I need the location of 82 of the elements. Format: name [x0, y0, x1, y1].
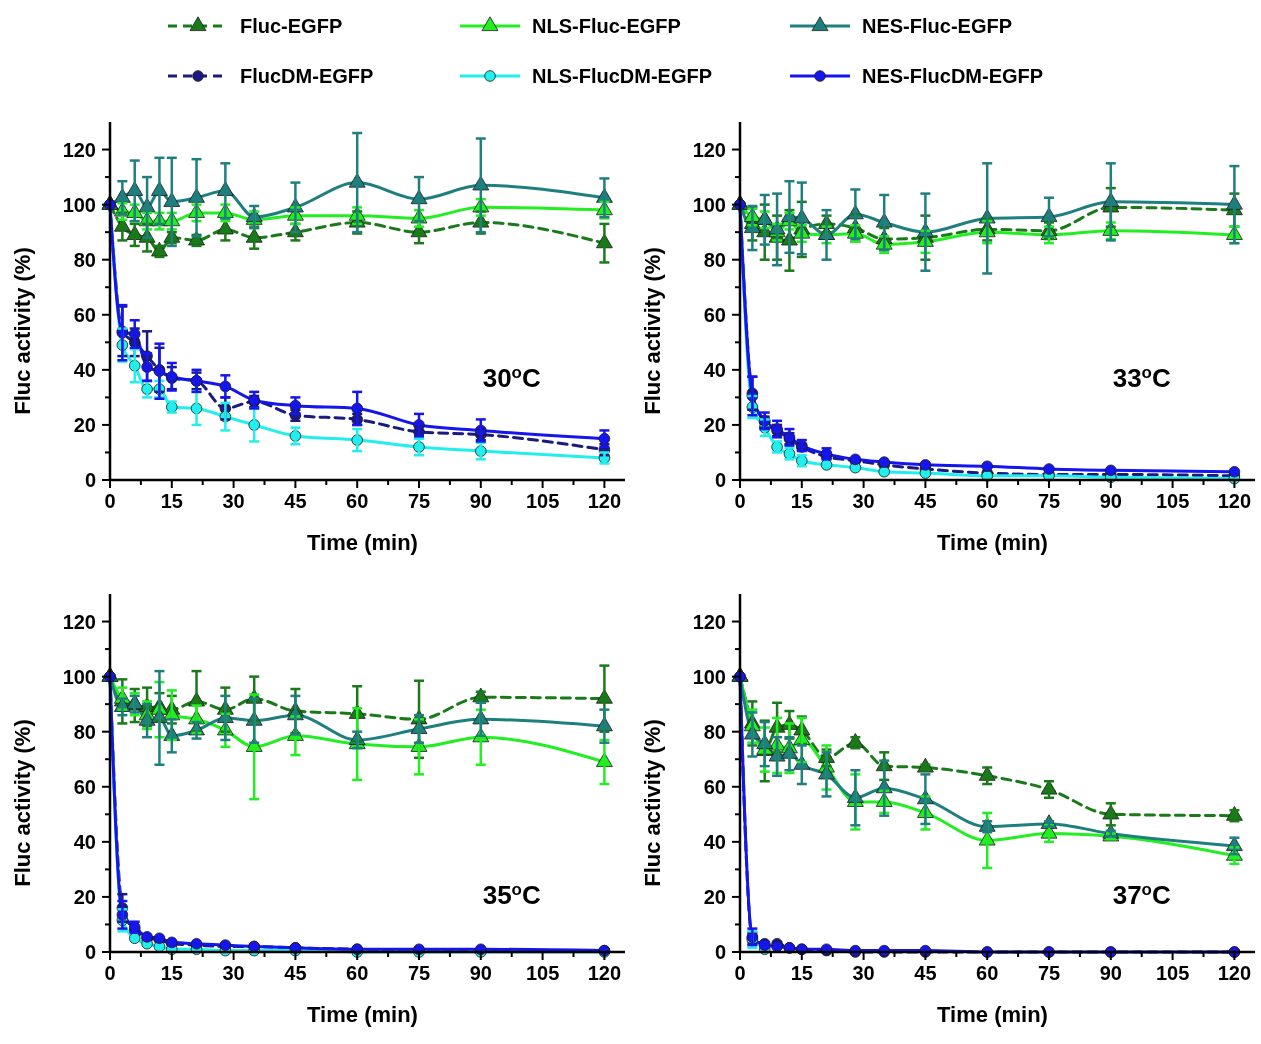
annotation: 33$^{o}$C: [1112, 362, 1171, 393]
legend-label: Fluc-EGFP: [240, 15, 343, 37]
y-tick-label: 0: [84, 469, 96, 491]
x-tick-label: 75: [407, 490, 431, 512]
x-axis-title: Time (min): [937, 530, 1048, 555]
y-tick-label: 60: [73, 775, 96, 798]
y-tick-label: 120: [692, 138, 726, 161]
y-tick-label: 80: [703, 720, 726, 743]
y-tick-label: 40: [73, 830, 96, 853]
y-tick-label: 120: [692, 610, 726, 633]
x-tick-label: 15: [160, 490, 183, 512]
x-tick-label: 105: [1155, 490, 1190, 512]
x-tick-label: 60: [976, 490, 999, 512]
x-tick-label: 45: [914, 490, 937, 512]
x-tick-label: 15: [790, 962, 813, 984]
y-tick-label: 40: [73, 358, 96, 381]
y-tick-label: 60: [73, 303, 96, 326]
y-axis-title: Fluc activity (%): [640, 247, 665, 415]
x-tick-label: 30: [222, 490, 245, 512]
y-tick-label: 80: [73, 720, 96, 743]
x-axis-title: Time (min): [307, 1002, 418, 1027]
x-tick-label: 30: [852, 490, 875, 512]
x-tick-label: 15: [790, 490, 813, 512]
y-tick-label: 80: [703, 248, 726, 271]
y-tick-label: 100: [692, 193, 726, 216]
x-tick-label: 60: [346, 490, 369, 512]
x-tick-label: 90: [1099, 962, 1122, 984]
annotation: 30$^{o}$C: [482, 362, 541, 393]
x-tick-label: 105: [525, 490, 560, 512]
y-tick-label: 20: [73, 885, 96, 908]
y-tick-label: 80: [73, 248, 96, 271]
y-tick-label: 0: [84, 941, 96, 963]
x-tick-label: 105: [1155, 962, 1190, 984]
y-tick-label: 100: [62, 665, 96, 688]
annotation: 35$^{o}$C: [482, 879, 541, 910]
legend-label: NLS-FlucDM-EGFP: [532, 65, 712, 87]
x-tick-label: 0: [104, 490, 116, 512]
x-tick-label: 90: [1099, 490, 1122, 512]
x-tick-label: 45: [914, 962, 937, 984]
x-tick-label: 75: [1037, 490, 1061, 512]
y-tick-label: 60: [703, 775, 726, 798]
x-axis-title: Time (min): [937, 1002, 1048, 1027]
x-tick-label: 120: [587, 962, 622, 984]
x-tick-label: 60: [346, 962, 369, 984]
y-tick-label: 60: [703, 303, 726, 326]
x-tick-label: 90: [469, 962, 492, 984]
y-axis-title: Fluc activity (%): [10, 247, 35, 415]
y-tick-label: 0: [714, 469, 726, 491]
x-tick-label: 105: [525, 962, 560, 984]
legend-label: NES-FlucDM-EGFP: [862, 65, 1044, 87]
y-tick-label: 20: [703, 885, 726, 908]
legend-label: FlucDM-EGFP: [240, 65, 374, 87]
x-tick-label: 0: [104, 962, 116, 984]
y-tick-label: 0: [714, 941, 726, 963]
y-tick-label: 100: [692, 665, 726, 688]
y-tick-label: 20: [703, 413, 726, 436]
x-tick-label: 30: [852, 962, 875, 984]
x-tick-label: 45: [284, 962, 307, 984]
x-axis-title: Time (min): [307, 530, 418, 555]
x-tick-label: 15: [160, 962, 183, 984]
x-tick-label: 120: [1217, 490, 1252, 512]
x-tick-label: 0: [734, 962, 746, 984]
y-tick-label: 20: [73, 413, 96, 436]
legend-label: NLS-Fluc-EGFP: [532, 15, 681, 37]
x-tick-label: 120: [587, 490, 622, 512]
y-tick-label: 100: [62, 193, 96, 216]
x-tick-label: 120: [1217, 962, 1252, 984]
y-axis-title: Fluc activity (%): [640, 719, 665, 887]
x-tick-label: 30: [222, 962, 245, 984]
y-tick-label: 120: [62, 610, 96, 633]
y-axis-title: Fluc activity (%): [10, 719, 35, 887]
x-tick-label: 60: [976, 962, 999, 984]
x-tick-label: 45: [284, 490, 307, 512]
y-tick-label: 40: [703, 358, 726, 381]
legend-label: NES-Fluc-EGFP: [862, 15, 1013, 37]
x-tick-label: 75: [1037, 962, 1061, 984]
x-tick-label: 75: [407, 962, 431, 984]
x-tick-label: 0: [734, 490, 746, 512]
y-tick-label: 40: [703, 830, 726, 853]
x-tick-label: 90: [469, 490, 492, 512]
annotation: 37$^{o}$C: [1112, 879, 1171, 910]
y-tick-label: 120: [62, 138, 96, 161]
